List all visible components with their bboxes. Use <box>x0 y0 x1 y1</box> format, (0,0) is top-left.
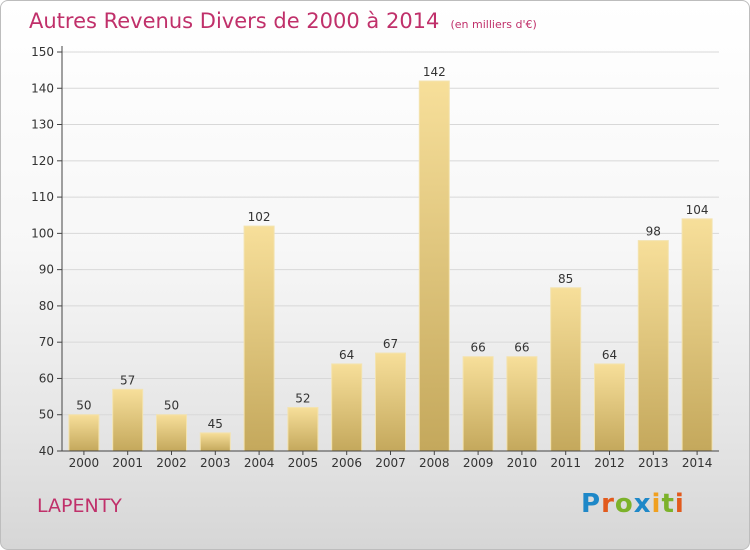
bar-2003 <box>199 432 231 452</box>
y-tick-label: 80 <box>39 299 54 313</box>
bar-2009 <box>462 356 494 452</box>
data-label-2011: 85 <box>558 272 573 286</box>
bar-2014 <box>681 218 713 452</box>
data-label-2009: 66 <box>470 341 485 355</box>
bar-2008 <box>418 80 450 452</box>
x-tick-label-2013: 2013 <box>638 456 669 470</box>
x-tick-label-2002: 2002 <box>156 456 187 470</box>
x-tick-label-2001: 2001 <box>112 456 143 470</box>
chart-subtitle: (en milliers d'€) <box>450 18 537 31</box>
y-tick-label: 90 <box>39 263 54 277</box>
x-tick-label-2006: 2006 <box>331 456 362 470</box>
x-tick-label-2011: 2011 <box>550 456 581 470</box>
data-label-2001: 57 <box>120 373 135 387</box>
x-tick-label-2010: 2010 <box>507 456 538 470</box>
bar-2010 <box>506 356 538 452</box>
y-tick-label: 110 <box>31 190 54 204</box>
x-tick-label-2003: 2003 <box>200 456 231 470</box>
data-label-2004: 102 <box>248 210 271 224</box>
chart-title: Autres Revenus Divers de 2000 à 2014 (en… <box>29 9 537 33</box>
bar-2006 <box>331 363 363 452</box>
bar-2011 <box>550 287 582 452</box>
y-tick-label: 140 <box>31 81 54 95</box>
y-tick-label: 50 <box>39 408 54 422</box>
data-label-2010: 66 <box>514 341 529 355</box>
data-label-2014: 104 <box>686 203 709 217</box>
y-tick-label: 130 <box>31 118 54 132</box>
chart-title-main: Autres Revenus Divers de 2000 à 2014 <box>29 9 440 33</box>
x-tick-label-2012: 2012 <box>594 456 625 470</box>
bar-2007 <box>375 352 406 452</box>
data-label-2003: 45 <box>208 417 223 431</box>
bar-2012 <box>594 363 625 452</box>
data-label-2000: 50 <box>76 399 91 413</box>
x-tick-label-2009: 2009 <box>463 456 494 470</box>
data-label-2006: 64 <box>339 348 354 362</box>
y-tick-label: 100 <box>31 226 54 240</box>
bar-2005 <box>287 406 319 452</box>
x-tick-label-2004: 2004 <box>244 456 275 470</box>
location-name: LAPENTY <box>37 495 122 517</box>
proxiti-logo: Proxiti <box>581 489 685 519</box>
bar-2000 <box>68 414 100 452</box>
y-tick-label: 70 <box>39 335 54 349</box>
x-tick-label-2007: 2007 <box>375 456 406 470</box>
data-label-2007: 67 <box>383 337 398 351</box>
bar-2004 <box>243 225 275 452</box>
bar-2002 <box>156 414 187 452</box>
y-tick-label: 120 <box>31 154 54 168</box>
x-tick-label-2005: 2005 <box>288 456 319 470</box>
data-label-2002: 50 <box>164 399 179 413</box>
y-tick-label: 150 <box>31 45 54 59</box>
x-tick-label-2014: 2014 <box>682 456 713 470</box>
data-label-2005: 52 <box>295 391 310 405</box>
data-label-2008: 142 <box>423 65 446 79</box>
data-label-2013: 98 <box>646 225 661 239</box>
bar-2013 <box>637 240 669 452</box>
y-tick-label: 40 <box>39 444 54 458</box>
bar-2001 <box>112 388 144 452</box>
x-tick-label-2000: 2000 <box>69 456 100 470</box>
y-tick-label: 60 <box>39 371 54 385</box>
x-tick-label-2008: 2008 <box>419 456 450 470</box>
data-label-2012: 64 <box>602 348 617 362</box>
